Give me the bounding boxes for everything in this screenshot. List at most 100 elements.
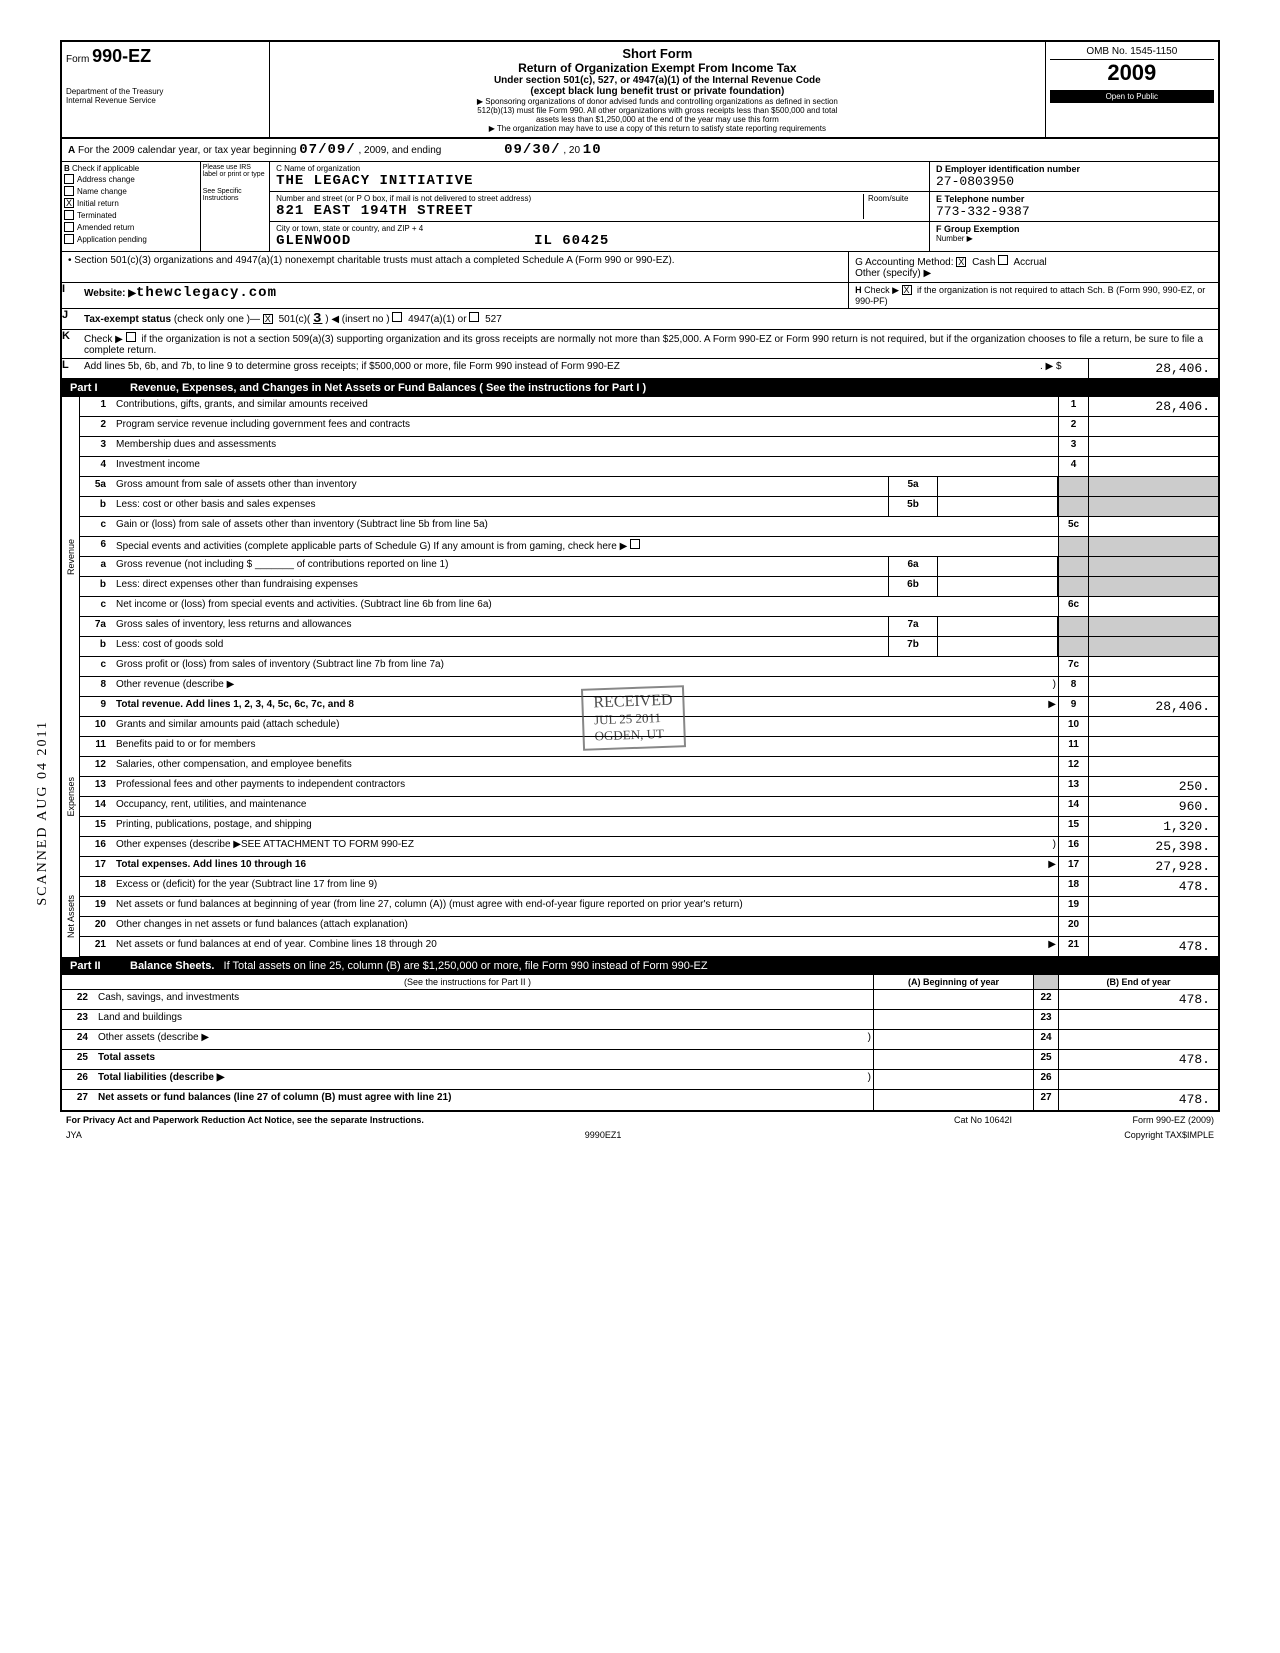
- line9-text: Total revenue. Add lines 1, 2, 3, 4, 5c,…: [116, 699, 354, 710]
- omb-number: OMB No. 1545-1150: [1050, 46, 1214, 60]
- line11-val: [1088, 737, 1218, 756]
- cb-label-4: Amended return: [77, 223, 134, 232]
- bal27-b: 478.: [1058, 1090, 1218, 1110]
- netassets-side-label: Net Assets: [64, 891, 78, 942]
- part1-title: Revenue, Expenses, and Changes in Net As…: [130, 382, 646, 394]
- dept-treasury: Department of the Treasury: [66, 87, 265, 96]
- form-number: 990-EZ: [92, 46, 151, 66]
- line7c-text: Gross profit or (loss) from sales of inv…: [110, 657, 1058, 676]
- k-text: if the organization is not a section 509…: [84, 334, 1203, 356]
- line13-text: Professional fees and other payments to …: [110, 777, 1058, 796]
- 501c-num: 3: [313, 311, 322, 327]
- line7b-text: Less: cost of goods sold: [110, 637, 888, 656]
- note4: ▶ The organization may have to use a cop…: [274, 124, 1041, 133]
- stamp-received: RECEIVED: [593, 692, 673, 713]
- line6a-text2: of contributions reported on line 1): [297, 559, 449, 570]
- accrual-label: Accrual: [1013, 257, 1046, 268]
- checkbox-gaming[interactable]: [630, 539, 640, 549]
- group-label: F Group Exemption: [936, 224, 1212, 234]
- org-name: THE LEGACY INITIATIVE: [276, 173, 923, 189]
- line5c-val: [1088, 517, 1218, 536]
- checkbox-accrual[interactable]: [998, 255, 1008, 265]
- note3: assets less than $1,250,000 at the end o…: [274, 115, 1041, 124]
- line2-val: [1088, 417, 1218, 436]
- cat-no: Cat No 10642I: [954, 1115, 1074, 1125]
- received-stamp: RECEIVED JUL 25 2011 OGDEN, UT: [581, 685, 686, 751]
- website-label: Website: ▶: [84, 288, 136, 299]
- checkbox-terminated[interactable]: [64, 210, 74, 220]
- line-j: J Tax-exempt status (check only one )— X…: [62, 309, 1218, 330]
- tax-year: 2009: [1050, 60, 1214, 86]
- l-arrow: . ▶ $: [1038, 359, 1088, 378]
- line4-text: Investment income: [110, 457, 1058, 476]
- period-text: For the 2009 calendar year, or tax year …: [78, 145, 296, 156]
- section-501-text: • Section 501(c)(3) organizations and 49…: [62, 252, 848, 282]
- checkbox-amended[interactable]: [64, 222, 74, 232]
- line19-text: Net assets or fund balances at beginning…: [110, 897, 1058, 916]
- irs-label: Internal Revenue Service: [66, 96, 265, 105]
- cb-label-0: Address change: [77, 175, 135, 184]
- checkbox-pending[interactable]: [64, 234, 74, 244]
- website-value: thewclegacy.com: [136, 285, 277, 301]
- line19-val: [1088, 897, 1218, 916]
- ein-value: 27-0803950: [936, 174, 1212, 189]
- checkbox-527[interactable]: [469, 312, 479, 322]
- line9-val: 28,406.: [1088, 697, 1218, 716]
- checkbox-name[interactable]: [64, 186, 74, 196]
- part2-title: Balance Sheets.: [130, 960, 214, 972]
- checkbox-501c[interactable]: X: [263, 314, 273, 324]
- line-l: L Add lines 5b, 6b, and 7b, to line 9 to…: [62, 359, 1218, 379]
- colA-header: (A) Beginning of year: [873, 975, 1033, 989]
- bal24-b: [1058, 1030, 1218, 1049]
- org-name-label: C Name of organization: [276, 164, 923, 173]
- line12-text: Salaries, other compensation, and employ…: [110, 757, 1058, 776]
- bal22-b: 478.: [1058, 990, 1218, 1009]
- line13-val: 250.: [1088, 777, 1218, 796]
- line3-text: Membership dues and assessments: [110, 437, 1058, 456]
- line5b-text: Less: cost or other basis and sales expe…: [110, 497, 888, 516]
- jya: JYA: [66, 1130, 82, 1140]
- city-label: City or town, state or country, and ZIP …: [276, 224, 923, 233]
- scanned-stamp: SCANNED AUG 04 2011: [35, 720, 51, 906]
- part2-header: Part II Balance Sheets. If Total assets …: [62, 957, 1218, 975]
- part1-header: Part I Revenue, Expenses, and Changes in…: [62, 379, 1218, 397]
- period-begin: 07/09/: [299, 142, 355, 158]
- checkbox-cash[interactable]: X: [956, 257, 966, 267]
- form-subtitle2: (except black lung benefit trust or priv…: [274, 86, 1041, 97]
- line-k: K Check ▶ if the organization is not a s…: [62, 330, 1218, 359]
- checkbox-4947[interactable]: [392, 312, 402, 322]
- line18-val: 478.: [1088, 877, 1218, 896]
- org-state-zip: IL 60425: [534, 233, 609, 249]
- line20-val: [1088, 917, 1218, 936]
- bal25-b: 478.: [1058, 1050, 1218, 1069]
- cb-label-1: Name change: [77, 187, 127, 196]
- ein-label: D Employer identification number: [936, 164, 1212, 174]
- line21-text: Net assets or fund balances at end of ye…: [110, 937, 1038, 956]
- form-ref: Form 990-EZ (2009): [1074, 1115, 1214, 1125]
- form-990ez: Form 990-EZ Department of the Treasury I…: [60, 40, 1220, 1112]
- line15-text: Printing, publications, postage, and shi…: [110, 817, 1058, 836]
- line15-val: 1,320.: [1088, 817, 1218, 836]
- line12-val: [1088, 757, 1218, 776]
- line6b-text: Less: direct expenses other than fundrai…: [110, 577, 888, 596]
- section-501-row: • Section 501(c)(3) organizations and 49…: [62, 252, 1218, 283]
- line1-val: 28,406.: [1088, 397, 1218, 416]
- 527-label: 527: [485, 314, 502, 325]
- bal27-text: Net assets or fund balances (line 27 of …: [98, 1092, 451, 1103]
- check-if-label: Check if applicable: [72, 164, 139, 173]
- line5a-text: Gross amount from sale of assets other t…: [110, 477, 888, 496]
- checkbox-k[interactable]: [126, 332, 136, 342]
- checkbox-address[interactable]: [64, 174, 74, 184]
- checkbox-initial[interactable]: X: [64, 198, 74, 208]
- colB-header: (B) End of year: [1058, 975, 1218, 989]
- phone-value: 773-332-9387: [936, 204, 1212, 219]
- checkbox-h[interactable]: X: [902, 285, 912, 295]
- line7a-text: Gross sales of inventory, less returns a…: [110, 617, 888, 636]
- 501c-label: 501(c)(: [279, 314, 311, 325]
- addr-label: Number and street (or P O box, if mail i…: [276, 194, 863, 203]
- privacy-notice: For Privacy Act and Paperwork Reduction …: [66, 1115, 424, 1125]
- expense-side-label: Expenses: [64, 773, 78, 821]
- g-label: G Accounting Method:: [855, 257, 953, 268]
- line4-val: [1088, 457, 1218, 476]
- line6a-text: Gross revenue (not including $: [116, 559, 252, 570]
